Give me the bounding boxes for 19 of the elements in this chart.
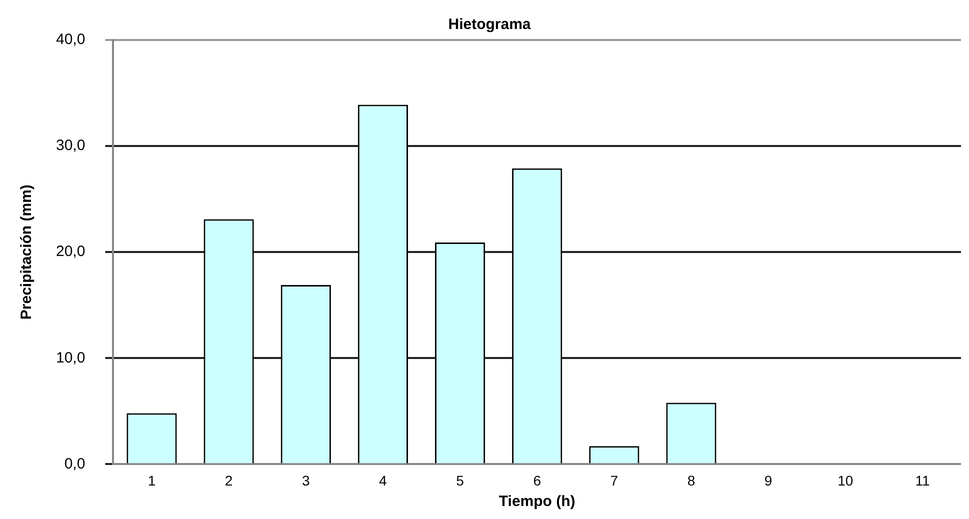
chart-title: Hietograma [448, 16, 532, 34]
y-axis-title: Precipitación (mm) [18, 184, 36, 320]
x-axis-title: Tiempo (h) [498, 493, 576, 510]
y-tick-label: 0,0 [64, 455, 86, 472]
x-tick-label: 2 [224, 472, 233, 488]
x-tick-label: 9 [764, 472, 772, 488]
y-tick-label: 30,0 [56, 137, 86, 154]
y-tick-label: 10,0 [56, 349, 86, 366]
x-tick-label: 5 [456, 472, 464, 488]
y-tick-label: 40,0 [56, 31, 86, 48]
x-tick-label: 10 [838, 472, 854, 488]
x-tick-label: 3 [302, 472, 310, 488]
x-tick-label: 6 [533, 472, 542, 488]
x-tick-label: 4 [379, 472, 388, 488]
x-tick-label: 1 [148, 472, 156, 488]
x-tick-label: 7 [610, 472, 618, 488]
y-tick-label: 20,0 [56, 243, 86, 260]
x-tick-label: 8 [687, 472, 696, 488]
x-tick-label: 11 [915, 472, 930, 488]
